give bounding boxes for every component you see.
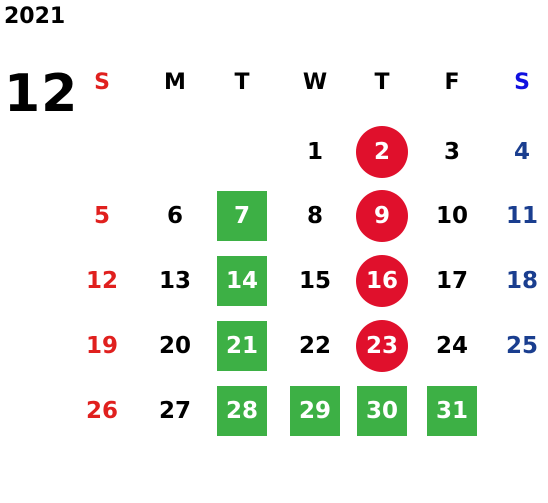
day-cell-22[interactable]: 22 [298, 333, 331, 359]
day-cell-7[interactable]: 7 [217, 191, 267, 241]
day-cell-12[interactable]: 12 [85, 268, 118, 294]
day-cell-13[interactable]: 13 [158, 268, 191, 294]
day-cell-11[interactable]: 11 [505, 203, 538, 229]
weekday-header-wed: W [302, 69, 328, 95]
day-cell-5[interactable]: 5 [93, 203, 110, 229]
weekday-header-tue: T [234, 69, 250, 95]
day-cell-1[interactable]: 1 [306, 139, 323, 165]
day-cell-17[interactable]: 17 [435, 268, 468, 294]
day-cell-15[interactable]: 15 [298, 268, 331, 294]
day-cell-19[interactable]: 19 [85, 333, 118, 359]
day-cell-14[interactable]: 14 [217, 256, 267, 306]
day-cell-20[interactable]: 20 [158, 333, 191, 359]
day-cell-25[interactable]: 25 [505, 333, 538, 359]
day-cell-21[interactable]: 21 [217, 321, 267, 371]
day-cell-2[interactable]: 2 [356, 126, 408, 178]
weekday-header-mon: M [164, 69, 186, 95]
day-cell-26[interactable]: 26 [85, 398, 118, 424]
day-cell-8[interactable]: 8 [306, 203, 323, 229]
weekday-header-sat: S [514, 69, 530, 95]
day-cell-27[interactable]: 27 [158, 398, 191, 424]
day-cell-4[interactable]: 4 [513, 139, 530, 165]
day-cell-23[interactable]: 23 [356, 320, 408, 372]
day-cell-28[interactable]: 28 [217, 386, 267, 436]
weekday-header-fri: F [444, 69, 460, 95]
weekday-header-sun: S [94, 69, 110, 95]
day-cell-24[interactable]: 24 [435, 333, 468, 359]
month-label: 12 [4, 64, 79, 124]
day-cell-10[interactable]: 10 [435, 203, 468, 229]
day-cell-9[interactable]: 9 [356, 190, 408, 242]
day-cell-29[interactable]: 29 [290, 386, 340, 436]
day-cell-30[interactable]: 30 [357, 386, 407, 436]
day-cell-6[interactable]: 6 [166, 203, 183, 229]
weekday-header-thu: T [374, 69, 390, 95]
year-label: 2021 [4, 4, 66, 29]
day-cell-18[interactable]: 18 [505, 268, 538, 294]
day-cell-31[interactable]: 31 [427, 386, 477, 436]
day-cell-16[interactable]: 16 [356, 255, 408, 307]
day-cell-3[interactable]: 3 [443, 139, 460, 165]
